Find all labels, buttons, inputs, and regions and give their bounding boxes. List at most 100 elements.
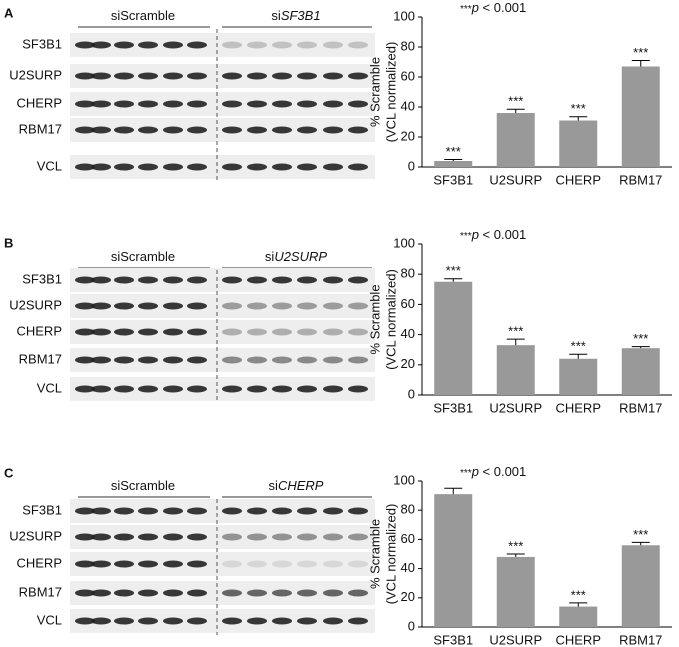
panel-letter: B [4, 235, 13, 250]
blot-band [222, 328, 242, 336]
blot-band [247, 507, 267, 515]
blot-band [348, 617, 368, 625]
blot-band [114, 617, 134, 625]
blot-band [247, 126, 267, 134]
annotation-text: < 0.001 [479, 464, 526, 479]
bar [434, 281, 473, 395]
blot-band [297, 163, 317, 171]
significance-label: *** [508, 324, 523, 339]
protein-label: VCL [37, 158, 62, 173]
blot-band [187, 100, 207, 108]
group-prefix: si [265, 249, 275, 264]
blot-band [222, 72, 242, 80]
blot-band [323, 589, 343, 597]
blot-band [348, 72, 368, 80]
annotation-p: p [471, 464, 479, 479]
blot-band [297, 72, 317, 80]
blot-band [247, 100, 267, 108]
blot-band [222, 41, 242, 49]
blot-band [323, 356, 343, 364]
protein-label: U2SURP [9, 528, 62, 543]
panel-letter: C [4, 465, 14, 480]
blot-band [114, 560, 134, 568]
blot-band [163, 163, 183, 171]
blot-band [272, 302, 292, 310]
annotation-p: p [471, 0, 479, 15]
group-name: CHERP [278, 478, 324, 493]
blot-band [247, 356, 267, 364]
x-tick-label: SF3B1 [433, 172, 473, 187]
bar [621, 348, 660, 395]
blot-band [323, 507, 343, 515]
bar [496, 556, 535, 627]
bar [496, 113, 535, 167]
blot-band [91, 533, 111, 541]
blot-band [297, 276, 317, 284]
blot-band [138, 41, 158, 49]
group-label: siSF3B1 [271, 8, 320, 23]
blot-band [75, 385, 95, 393]
group-label: siCHERP [269, 478, 324, 493]
blot-band [91, 276, 111, 284]
blot-band [114, 507, 134, 515]
blot-band [138, 72, 158, 80]
blot-band [348, 41, 368, 49]
blot-band [348, 126, 368, 134]
blot-band [75, 41, 95, 49]
blot-band [247, 589, 267, 597]
x-tick-label: CHERP [555, 632, 601, 647]
blot-band [114, 72, 134, 80]
blot-band [138, 328, 158, 336]
blot-band [222, 100, 242, 108]
bar [621, 66, 660, 167]
blot-band [272, 72, 292, 80]
blot-band [163, 100, 183, 108]
blot-band [222, 617, 242, 625]
blot-band [163, 617, 183, 625]
blot-band [348, 163, 368, 171]
blot-band [323, 100, 343, 108]
protein-label: RBM17 [19, 584, 62, 599]
blot-band [348, 589, 368, 597]
y-tick-label: 80 [401, 266, 415, 281]
blot-band [163, 589, 183, 597]
blot-band [75, 302, 95, 310]
x-tick-label: CHERP [555, 172, 601, 187]
blot-band [75, 276, 95, 284]
blot-band [272, 589, 292, 597]
y-tick-label: 60 [401, 296, 415, 311]
group-label: siScramble [111, 249, 175, 264]
y-tick-label: 20 [401, 128, 415, 143]
group-label: siScramble [111, 478, 175, 493]
blot-band [247, 533, 267, 541]
y-axis-label: (VCL normalized) [383, 269, 398, 370]
group-name: Scramble [120, 8, 175, 23]
blot-band [138, 560, 158, 568]
y-axis-label: (VCL normalized) [383, 42, 398, 143]
blot-band [222, 533, 242, 541]
blot-band [138, 302, 158, 310]
panel-letter: A [4, 5, 14, 20]
blot-band [163, 41, 183, 49]
blot-band [75, 163, 95, 171]
blot-band [247, 617, 267, 625]
blot-band [163, 276, 183, 284]
significance-label: *** [446, 263, 461, 278]
blot-band [114, 276, 134, 284]
protein-label: SF3B1 [22, 271, 62, 286]
y-tick-label: 60 [401, 531, 415, 546]
blot-band [187, 385, 207, 393]
group-name: U2SURP [274, 249, 327, 264]
blot-band [297, 533, 317, 541]
group-name: Scramble [120, 249, 175, 264]
blot-band [91, 126, 111, 134]
y-axis-label: % Scramble [367, 519, 382, 589]
y-tick-label: 80 [401, 502, 415, 517]
blot-band [91, 302, 111, 310]
blot-band [297, 302, 317, 310]
blot-band [323, 276, 343, 284]
protein-label: RBM17 [19, 351, 62, 366]
blot-band [272, 100, 292, 108]
blot-band [163, 328, 183, 336]
